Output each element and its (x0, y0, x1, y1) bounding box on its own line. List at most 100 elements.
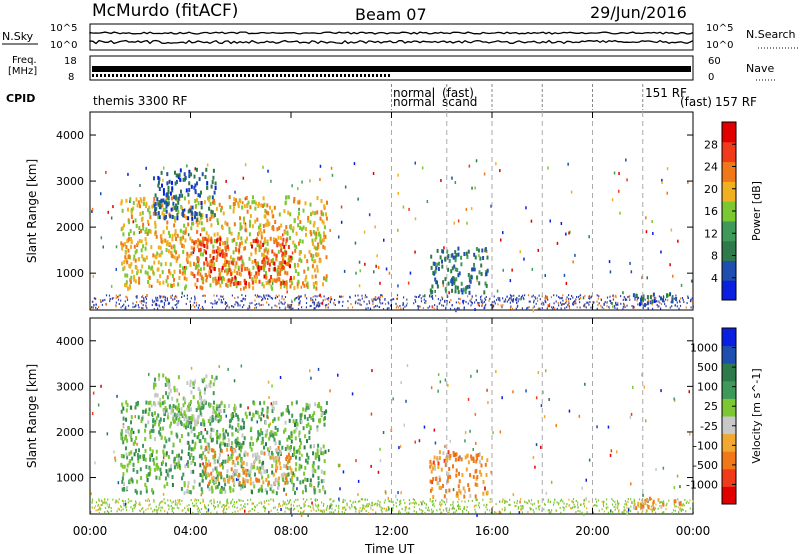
scatter-point (154, 300, 156, 303)
scatter-point (199, 512, 201, 516)
scatter-point (499, 169, 501, 173)
scatter-point (533, 502, 535, 505)
scatter-point (263, 414, 265, 418)
scatter-point (262, 505, 264, 508)
scatter-point (492, 306, 494, 309)
echo-cell (145, 255, 148, 260)
colorbar-tick-label: 28 (704, 138, 718, 151)
scatter-point (377, 266, 380, 269)
echo-cell (231, 460, 234, 465)
scatter-point (364, 294, 367, 297)
scatter-point (93, 304, 95, 307)
echo-cell (324, 234, 327, 239)
scatter-point (359, 506, 361, 509)
echo-cell (290, 470, 293, 475)
y-tick-label: 4000 (56, 335, 84, 348)
colorbar-segment (722, 260, 736, 281)
scatter-point (376, 254, 378, 258)
echo-cell (272, 261, 275, 266)
echo-cell (212, 410, 215, 415)
echo-cell (205, 257, 208, 262)
echo-cell (260, 235, 263, 240)
echo-cell (641, 295, 644, 300)
echo-cell (468, 290, 471, 295)
scatter-point (519, 500, 521, 504)
scatter-point (620, 295, 622, 298)
scatter-point (163, 295, 165, 298)
scatter-point (198, 509, 201, 512)
scatter-point (291, 299, 293, 302)
echo-cell (231, 432, 234, 437)
cpid-entry: scand (442, 95, 477, 109)
scatter-point (341, 304, 344, 307)
scatter-point (611, 503, 614, 506)
echo-cell (163, 484, 166, 489)
echo-cell (222, 432, 225, 437)
echo-cell (233, 222, 236, 227)
echo-cell (206, 275, 209, 280)
echo-cell (164, 261, 167, 266)
echo-cell (130, 427, 133, 432)
echo-cell (200, 431, 203, 435)
scatter-point (681, 297, 684, 299)
scatter-point (317, 508, 320, 511)
echo-cell (283, 472, 286, 477)
station-title: McMurdo (fitACF) (92, 1, 238, 21)
echo-cell (290, 278, 293, 283)
echo-cell (462, 486, 465, 491)
echo-cell (134, 488, 137, 493)
scatter-point (533, 305, 535, 308)
scatter-point (398, 511, 400, 514)
echo-cell (216, 440, 219, 445)
scatter-point (322, 299, 324, 302)
scatter-point (221, 295, 223, 298)
echo-cell (176, 213, 179, 217)
scatter-point (354, 506, 356, 509)
scatter-point (617, 502, 619, 505)
scatter-point (384, 303, 387, 305)
scatter-point (469, 429, 471, 433)
scatter-point (509, 301, 511, 304)
echo-cell (450, 269, 453, 274)
scatter-point (506, 295, 508, 298)
echo-cell (261, 260, 264, 265)
echo-cell (232, 205, 235, 210)
nave-mark (356, 74, 358, 77)
scatter-point (361, 498, 363, 501)
scatter-point (608, 306, 610, 308)
scatter-point (571, 507, 573, 510)
echo-cell (458, 479, 461, 484)
scatter-point (433, 307, 435, 310)
scatter-point (189, 300, 191, 303)
scatter-point (314, 499, 316, 501)
scatter-point (141, 508, 143, 511)
echo-cell (212, 455, 215, 460)
echo-cell (475, 247, 478, 251)
scatter-point (480, 295, 483, 297)
scatter-point (430, 386, 433, 390)
scatter-point (663, 500, 665, 503)
scatter-point (248, 305, 250, 307)
echo-cell (639, 302, 641, 307)
scatter-point (122, 508, 124, 511)
echo-cell (222, 459, 225, 464)
scatter-point (426, 200, 429, 203)
scatter-point (516, 500, 518, 502)
scatter-point (457, 500, 459, 503)
scatter-point (612, 294, 614, 297)
echo-cell (230, 467, 233, 472)
echo-cell (168, 382, 171, 387)
echo-cell (187, 216, 190, 221)
echo-cell (130, 405, 133, 410)
echo-cell (179, 466, 181, 471)
scatter-point (166, 299, 169, 302)
echo-cell (125, 452, 128, 457)
scatter-point (514, 298, 517, 301)
echo-cell (146, 232, 149, 236)
echo-cell (300, 419, 303, 424)
scatter-point (228, 506, 230, 509)
scatter-point (321, 509, 323, 512)
scatter-point (666, 191, 668, 195)
echo-cell (155, 475, 158, 480)
scatter-point (686, 500, 688, 503)
